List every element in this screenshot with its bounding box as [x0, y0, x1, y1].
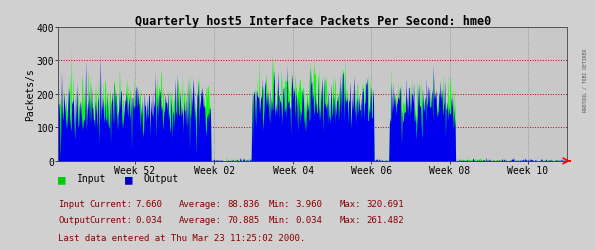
Text: 0.034: 0.034 — [296, 216, 322, 224]
Text: Max:: Max: — [339, 199, 361, 208]
Text: 70.885: 70.885 — [227, 216, 259, 224]
Y-axis label: Packets/s: Packets/s — [25, 68, 35, 121]
Text: Current:: Current: — [89, 199, 132, 208]
Text: RRDTOOL / TOBI OETIKER: RRDTOOL / TOBI OETIKER — [583, 48, 587, 112]
Text: Input: Input — [77, 174, 107, 184]
Text: Min:: Min: — [269, 199, 290, 208]
Text: Output: Output — [144, 174, 179, 184]
Text: Output: Output — [58, 216, 90, 224]
Text: Average:: Average: — [178, 199, 221, 208]
Text: Input: Input — [58, 199, 85, 208]
Text: Min:: Min: — [269, 216, 290, 224]
Text: Max:: Max: — [339, 216, 361, 224]
Text: ■: ■ — [58, 172, 66, 185]
Text: ■: ■ — [125, 172, 133, 185]
Text: Current:: Current: — [89, 216, 132, 224]
Text: 7.660: 7.660 — [136, 199, 162, 208]
Text: 3.960: 3.960 — [296, 199, 322, 208]
Text: 0.034: 0.034 — [136, 216, 162, 224]
Text: Last data entered at Thu Mar 23 11:25:02 2000.: Last data entered at Thu Mar 23 11:25:02… — [58, 234, 306, 242]
Text: Average:: Average: — [178, 216, 221, 224]
Text: 261.482: 261.482 — [366, 216, 403, 224]
Text: 320.691: 320.691 — [366, 199, 403, 208]
Text: 88.836: 88.836 — [227, 199, 259, 208]
Title: Quarterly host5 Interface Packets Per Second: hme0: Quarterly host5 Interface Packets Per Se… — [134, 14, 491, 28]
